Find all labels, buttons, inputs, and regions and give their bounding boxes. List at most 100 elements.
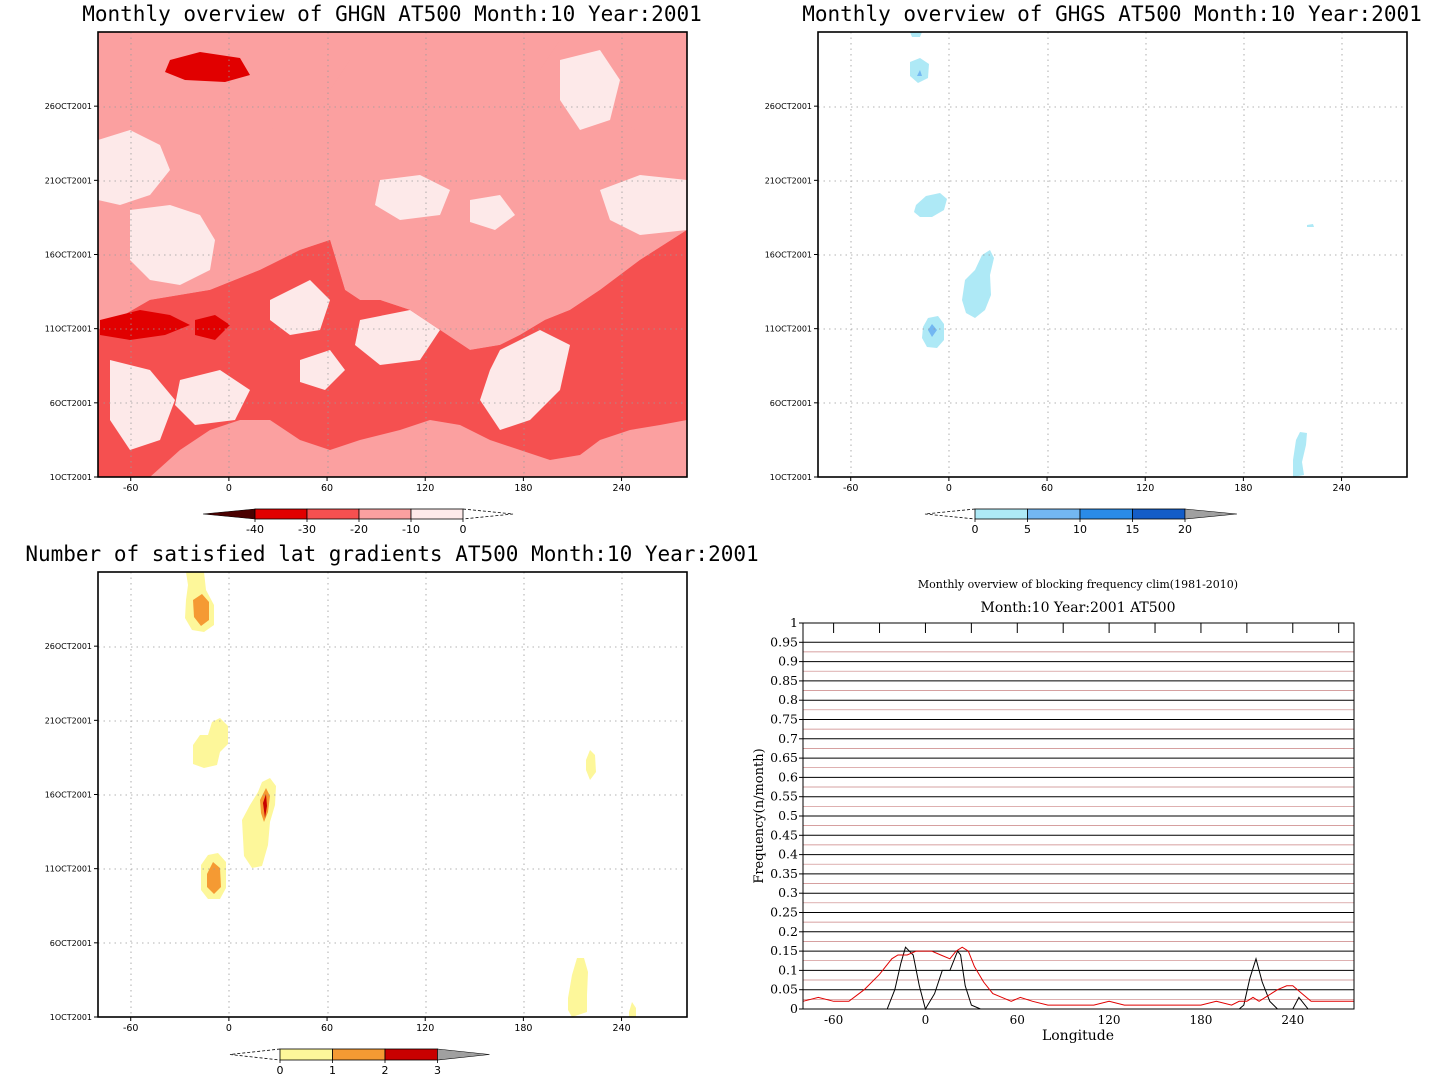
lat-frame bbox=[97, 571, 688, 1018]
lat-y-tick-label: 16OCT2001 bbox=[45, 791, 92, 800]
ghgn-colorbar-segment bbox=[254, 508, 308, 520]
freq-x-label: Longitude bbox=[1042, 1028, 1114, 1044]
ghgn-title: Monthly overview of GHGN AT500 Month:10 … bbox=[82, 2, 702, 26]
ghgn-colorbar-segment bbox=[306, 508, 360, 520]
lat-colorbar-label: 3 bbox=[434, 1064, 441, 1077]
ghgs-x-axis: -60 0 60 120 180 240 bbox=[843, 477, 1351, 494]
freq-y-tick-label: 0.3 bbox=[778, 885, 798, 900]
ghgn-x-tick-label: 120 bbox=[416, 483, 434, 494]
ghgn-contour-field bbox=[98, 32, 687, 477]
lat-colorbar-label: 1 bbox=[329, 1064, 336, 1077]
freq-y-tick-label: 0.7 bbox=[778, 731, 798, 746]
freq-y-tick-label: 0.9 bbox=[778, 654, 798, 669]
freq-y-tick-label: 0.75 bbox=[770, 712, 798, 727]
ghgn-y-tick-label: 16OCT2001 bbox=[45, 251, 92, 260]
freq-y-tick-label: 0.35 bbox=[770, 866, 798, 881]
freq-y-tick-label: 0.55 bbox=[770, 789, 798, 804]
ghgs-colorbar-arrow-left bbox=[924, 508, 976, 520]
freq-x-tick-label: 0 bbox=[922, 1013, 930, 1027]
ghgs-title: Monthly overview of GHGS AT500 Month:10 … bbox=[802, 2, 1422, 26]
freq-y-tick-label: 0.65 bbox=[770, 750, 798, 765]
ghgs-contour-field bbox=[910, 32, 1314, 477]
ghgn-colorbar-arrow-left bbox=[202, 508, 256, 520]
ghgs-y-tick-label: 11OCT2001 bbox=[765, 325, 812, 334]
ghgs-colorbar-label: 20 bbox=[1178, 523, 1192, 536]
ghgs-grid bbox=[818, 32, 1407, 477]
ghgn-panel: Monthly overview of GHGN AT500 Month:10 … bbox=[82, 2, 702, 478]
ghgn-colorbar-label: -10 bbox=[402, 523, 420, 536]
lat-colorbar-label: 2 bbox=[382, 1064, 389, 1077]
freq-y-tick-label: 0.5 bbox=[778, 808, 798, 823]
lat-x-tick-label: 120 bbox=[416, 1023, 434, 1034]
ghgs-x-tick-label: 240 bbox=[1332, 483, 1350, 494]
freq-x-tick-label: 180 bbox=[1189, 1013, 1212, 1027]
freq-x-axis: -60 0 60 120 180 240 bbox=[824, 1013, 1304, 1027]
lat-contour-field bbox=[185, 572, 636, 1017]
freq-y-tick-label: 0.45 bbox=[770, 827, 798, 842]
ghgn-y-tick-label: 6OCT2001 bbox=[50, 399, 92, 408]
ghgn-y-tick-label: 26OCT2001 bbox=[45, 102, 92, 111]
ghgs-y-axis: 1OCT2001 6OCT2001 11OCT2001 16OCT2001 21OCT2… bbox=[765, 102, 818, 482]
lat-y-axis: 1OCT2001 6OCT2001 11OCT2001 16OCT2001 21OCT2… bbox=[45, 642, 98, 1022]
ghgn-y-tick-label: 11OCT2001 bbox=[45, 325, 92, 334]
ghgs-frame bbox=[817, 31, 1408, 478]
lat-colorbar-segment bbox=[279, 1048, 333, 1061]
lat-colorbar: 0 1 2 3 bbox=[229, 1048, 490, 1077]
freq-x-tick-label: 60 bbox=[1010, 1013, 1025, 1027]
ghgn-colorbar-arrow-right bbox=[462, 508, 514, 520]
freq-title: Month:10 Year:2001 AT500 bbox=[981, 600, 1176, 616]
freq-y-label: Frequency(n/month) bbox=[752, 748, 767, 883]
lat-title: Number of satisfied lat gradients AT500 … bbox=[25, 542, 758, 566]
ghgn-colorbar: -40 -30 -20 -10 0 bbox=[202, 508, 514, 536]
lat-x-tick-label: 0 bbox=[226, 1023, 232, 1034]
ghgn-colorbar-segment bbox=[410, 508, 464, 520]
ghgs-panel: Monthly overview of GHGS AT500 Month:10 … bbox=[802, 2, 1422, 478]
freq-y-tick-label: 1 bbox=[790, 615, 798, 630]
freq-y-tick-label: 0.1 bbox=[778, 962, 798, 977]
ghgs-x-tick-label: 0 bbox=[946, 483, 952, 494]
ghgs-x-tick-label: -60 bbox=[843, 483, 859, 494]
ghgn-x-axis: -60 0 60 120 180 240 bbox=[123, 477, 631, 494]
ghgs-colorbar-segment bbox=[974, 508, 1028, 520]
freq-y-tick-label: 0 bbox=[790, 1001, 798, 1016]
ghgs-colorbar-segment bbox=[1132, 508, 1186, 520]
freq-y-tick-label: 0.25 bbox=[770, 905, 798, 920]
ghgn-colorbar-label: -20 bbox=[350, 523, 368, 536]
lat-colorbar-label: 0 bbox=[277, 1064, 284, 1077]
ghgs-y-tick-label: 1OCT2001 bbox=[770, 473, 812, 482]
lat-y-tick-label: 11OCT2001 bbox=[45, 865, 92, 874]
lat-y-tick-label: 21OCT2001 bbox=[45, 716, 92, 725]
freq-x-tick-label: 120 bbox=[1098, 1013, 1121, 1027]
freq-y-tick-label: 0.8 bbox=[778, 692, 798, 707]
lat-colorbar-arrow-left bbox=[229, 1048, 281, 1061]
lat-grid bbox=[98, 572, 687, 1017]
ghgn-x-tick-label: 60 bbox=[321, 483, 333, 494]
freq-panel: Monthly overview of blocking frequency c… bbox=[752, 578, 1355, 1044]
lat-y-tick-label: 6OCT2001 bbox=[50, 939, 92, 948]
freq-series-1-line bbox=[802, 946, 1354, 1006]
ghgn-y-tick-label: 1OCT2001 bbox=[50, 473, 92, 482]
ghgn-colorbar-label: -30 bbox=[298, 523, 316, 536]
ghgs-colorbar-arrow-right bbox=[1184, 508, 1238, 520]
freq-y-tick-label: 0.2 bbox=[778, 924, 798, 939]
ghgn-x-tick-label: 180 bbox=[514, 483, 532, 494]
ghgs-colorbar-label: 5 bbox=[1024, 523, 1031, 536]
ghgn-colorbar-segment bbox=[358, 508, 412, 520]
ghgs-y-tick-label: 6OCT2001 bbox=[770, 399, 812, 408]
ghgs-colorbar-segment bbox=[1027, 508, 1081, 520]
ghgs-colorbar-label: 10 bbox=[1073, 523, 1087, 536]
freq-x-tick-label: 240 bbox=[1281, 1013, 1304, 1027]
freq-suptitle: Monthly overview of blocking frequency c… bbox=[918, 578, 1238, 591]
lat-x-tick-label: 60 bbox=[321, 1023, 333, 1034]
lat-colorbar-arrow-right bbox=[437, 1048, 490, 1061]
ghgn-y-axis: 1OCT2001 6OCT2001 11OCT2001 16OCT2001 21OCT2… bbox=[45, 102, 98, 482]
freq-series-0-line bbox=[803, 946, 1354, 1011]
ghgs-x-tick-label: 120 bbox=[1136, 483, 1154, 494]
lat-x-tick-label: 180 bbox=[514, 1023, 532, 1034]
lat-x-tick-label: 240 bbox=[612, 1023, 630, 1034]
ghgn-x-tick-label: 240 bbox=[612, 483, 630, 494]
lat-x-axis: -60 0 60 120 180 240 bbox=[123, 1017, 631, 1034]
lat-panel: Number of satisfied lat gradients AT500 … bbox=[25, 542, 759, 1018]
ghgs-y-tick-label: 16OCT2001 bbox=[765, 251, 812, 260]
